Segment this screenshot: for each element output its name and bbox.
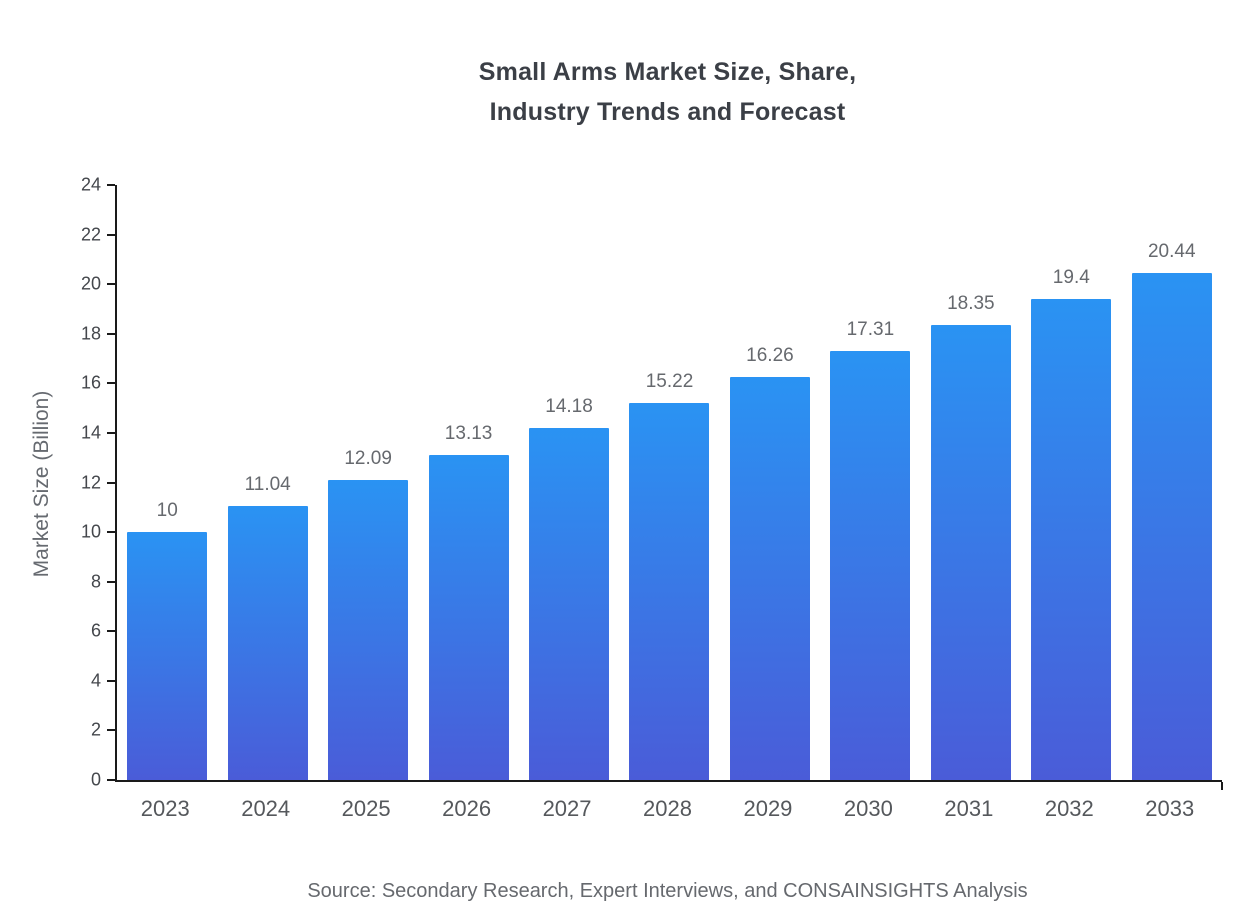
bar-2031 <box>930 325 1011 780</box>
bar-slot-2027: 14.18 <box>519 185 619 780</box>
source-note: Source: Secondary Research, Expert Inter… <box>307 880 1028 902</box>
chart-title-line-1: Small Arms Market Size, Share, <box>478 58 857 86</box>
bar-value-2024: 11.04 <box>244 474 291 496</box>
bar-value-2031: 18.35 <box>947 293 995 315</box>
y-axis-label: Market Size (Billion) <box>30 390 53 578</box>
bar-2024 <box>227 506 308 780</box>
bar-slot-2028: 15.22 <box>619 185 719 780</box>
y-tick-4 <box>107 679 115 682</box>
bar-value-2030: 17.31 <box>846 318 895 340</box>
bar-slot-2026: 13.13 <box>418 185 518 780</box>
bar-value-2032: 19.4 <box>1052 267 1090 289</box>
y-tick-label-0: 0 <box>90 769 101 790</box>
y-tick-8 <box>107 580 115 583</box>
y-tick-16 <box>107 382 115 385</box>
x-tick-label-2031: 2031 <box>944 796 994 821</box>
bar-value-2027: 14.18 <box>545 396 593 418</box>
plot-area: 0 2 4 6 8 10 12 14 16 18 20 22 24 10 11.04 12.09 13.13 1… <box>81 175 1223 790</box>
bar-slot-2029: 16.26 <box>720 185 820 780</box>
y-tick-20 <box>107 283 115 286</box>
bar-slot-2031: 18.35 <box>921 185 1021 780</box>
bar-slot-2024: 11.04 <box>217 185 317 780</box>
x-tick-label-2024: 2024 <box>241 796 291 821</box>
y-tick-label-6: 6 <box>90 620 101 641</box>
x-tick-label-2026: 2026 <box>442 796 492 821</box>
y-tick-18 <box>107 332 115 335</box>
y-tick-label-14: 14 <box>80 422 101 443</box>
bar-value-2029: 16.26 <box>746 344 794 366</box>
bar-2033 <box>1131 273 1212 780</box>
y-tick-label-18: 18 <box>80 323 101 344</box>
y-tick-label-20: 20 <box>80 273 101 294</box>
bar-2028 <box>629 402 710 780</box>
y-tick-label-24: 24 <box>80 174 101 195</box>
x-tick-label-2027: 2027 <box>542 796 592 821</box>
x-tick-label-2028: 2028 <box>643 796 692 821</box>
bar-2027 <box>529 428 610 780</box>
x-tick-label-2033: 2033 <box>1145 796 1195 821</box>
y-tick-label-12: 12 <box>80 472 101 492</box>
y-tick-2 <box>107 729 115 732</box>
bar-value-2026: 13.13 <box>444 422 493 444</box>
y-tick-6 <box>107 630 115 633</box>
y-tick-label-10: 10 <box>80 521 101 542</box>
y-tick-0 <box>107 779 115 781</box>
y-tick-24 <box>107 184 115 186</box>
bar-slot-2032: 19.4 <box>1021 185 1121 780</box>
y-tick-label-4: 4 <box>90 670 101 691</box>
y-tick-10 <box>107 531 115 534</box>
chart-title-line-2: Industry Trends and Forecast <box>489 98 846 126</box>
y-tick-label-16: 16 <box>80 372 101 393</box>
bar-2026 <box>428 454 509 780</box>
y-tick-label-2: 2 <box>90 719 101 740</box>
bar-slot-2033: 20.44 <box>1122 185 1222 780</box>
y-tick-22 <box>107 233 115 236</box>
bar-value-2028: 15.22 <box>645 370 694 392</box>
bar-value-2023: 10 <box>156 500 178 522</box>
bar-2032 <box>1031 299 1112 780</box>
x-tick-label-2025: 2025 <box>341 796 391 821</box>
bar-value-2025: 12.09 <box>344 448 392 470</box>
y-tick-label-8: 8 <box>90 571 101 592</box>
x-tick-label-2029: 2029 <box>743 796 793 821</box>
y-tick-14 <box>107 431 115 434</box>
bar-slot-2025: 12.09 <box>318 185 418 780</box>
bar-2025 <box>328 480 409 780</box>
x-axis-end-tick <box>1221 782 1223 790</box>
bar-2030 <box>830 350 911 780</box>
y-tick-label-22: 22 <box>80 224 101 245</box>
bar-value-2033: 20.44 <box>1147 241 1196 263</box>
chart-title: Small Arms Market Size, Share, Industry … <box>115 52 1220 132</box>
x-tick-label-2023: 2023 <box>140 796 190 821</box>
x-tick-label-2030: 2030 <box>843 796 893 821</box>
bar-slot-2030: 17.31 <box>820 185 920 780</box>
bar-2023 <box>127 532 208 780</box>
bar-slot-2023: 10 <box>117 185 217 780</box>
bar-2029 <box>729 376 810 780</box>
x-tick-label-2032: 2032 <box>1044 796 1094 821</box>
y-tick-12 <box>107 481 115 484</box>
